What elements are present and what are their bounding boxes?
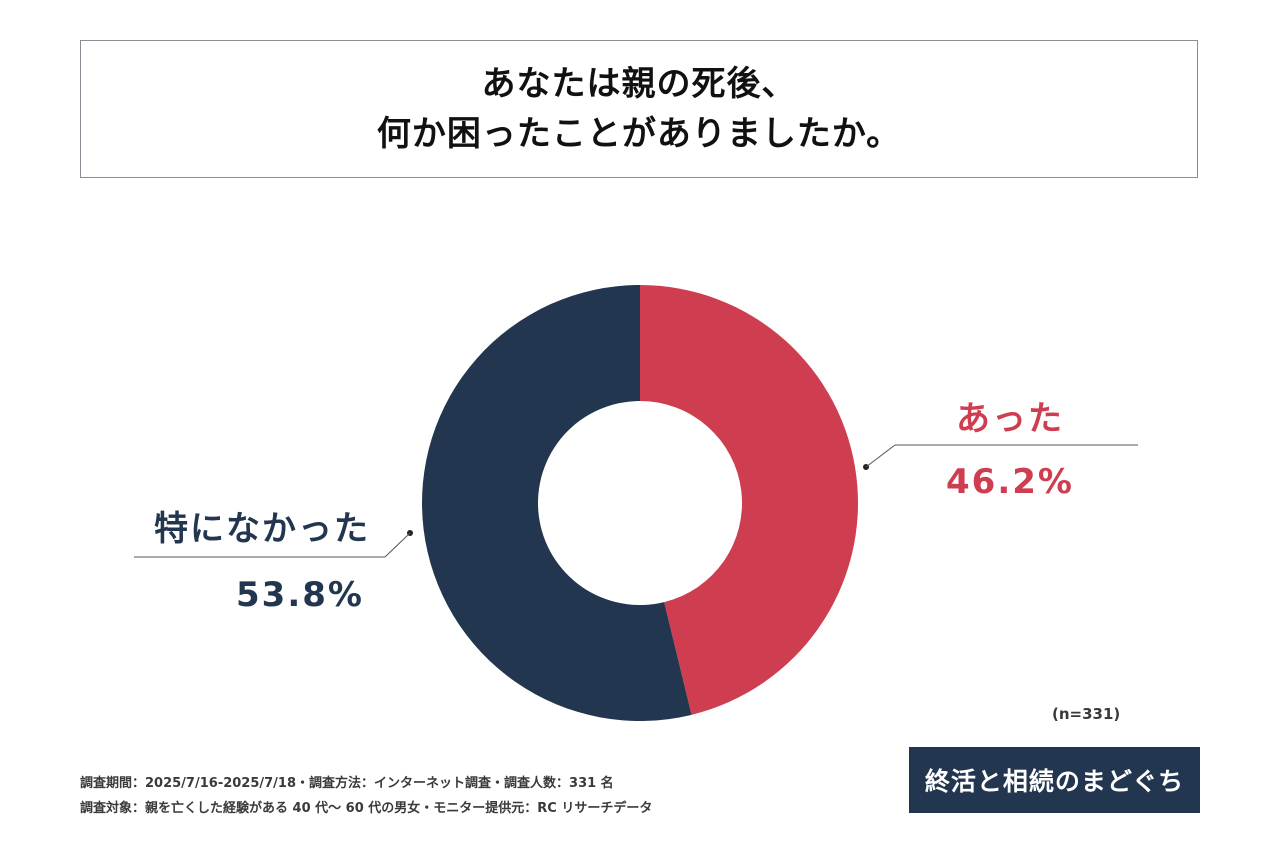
slice-label-no: 特になかった bbox=[154, 509, 370, 549]
title-box: あなたは親の死後、 何か困ったことがありましたか。 bbox=[80, 40, 1198, 178]
callout-leader-yes bbox=[865, 444, 896, 468]
footer-survey-target: 調査対象：親を亡くした経験がある 40 代～ 60 代の男女・モニター提供元：R… bbox=[80, 801, 653, 816]
slice-value-no: 53.8% bbox=[236, 575, 364, 615]
title-line-1: あなたは親の死後、 bbox=[481, 64, 797, 104]
footer-survey-period: 調査期間：2025/7/16-2025/7/18・調査方法：インターネット調査・… bbox=[80, 776, 614, 791]
donut-slice-yes bbox=[640, 285, 858, 715]
sample-size: (n=331) bbox=[1052, 705, 1121, 723]
callout-leader-no bbox=[384, 532, 411, 558]
donut-slice-no bbox=[421, 285, 692, 721]
slice-value-yes: 46.2% bbox=[946, 462, 1074, 502]
title-line-2: 何か困ったことがありましたか。 bbox=[376, 114, 902, 154]
brand-logo: 終活と相続のまどぐち bbox=[909, 747, 1200, 813]
slice-label-yes: あった bbox=[956, 399, 1064, 439]
